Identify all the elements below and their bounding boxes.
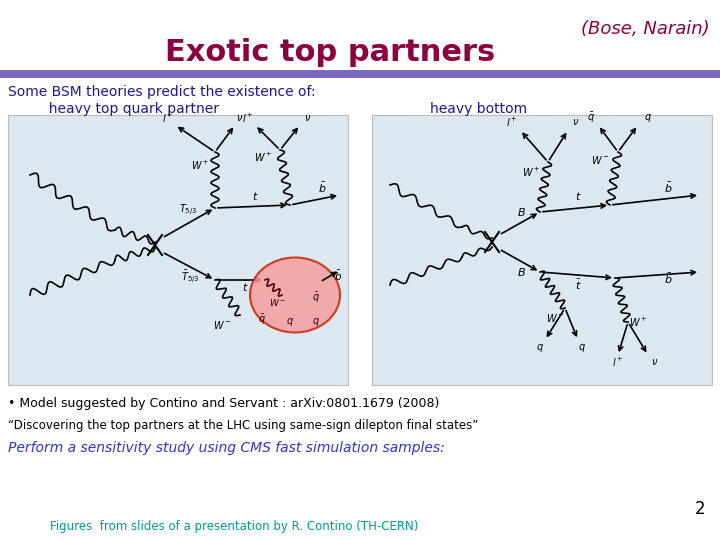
Text: $q$: $q$ [578, 342, 586, 354]
Text: $B$: $B$ [516, 206, 526, 218]
Text: Exotic top partners: Exotic top partners [165, 38, 495, 67]
Text: “Discovering the top partners at the LHC using same-sign dilepton final states”: “Discovering the top partners at the LHC… [8, 419, 478, 432]
Text: $\nu$: $\nu$ [572, 117, 580, 127]
Text: Perform a sensitivity study using CMS fast simulation samples:: Perform a sensitivity study using CMS fa… [8, 441, 445, 455]
Text: $\nu$: $\nu$ [305, 113, 312, 123]
Text: $T_{5/3}$: $T_{5/3}$ [179, 202, 197, 218]
Text: $\bar{t}$: $\bar{t}$ [575, 278, 581, 292]
Text: $t$: $t$ [252, 190, 258, 202]
Text: $W^-$: $W^-$ [590, 154, 609, 166]
Text: $\nu$: $\nu$ [236, 113, 243, 123]
Text: Some BSM theories predict the existence of:: Some BSM theories predict the existence … [8, 85, 315, 99]
Text: $q$: $q$ [644, 112, 652, 124]
Text: $\bar{q}$: $\bar{q}$ [587, 111, 595, 125]
Text: $l^+$: $l^+$ [612, 355, 624, 368]
Text: $\nu$: $\nu$ [652, 357, 659, 367]
Text: $W^-$: $W^-$ [269, 298, 287, 308]
Bar [0, 70, 720, 78]
Text: Figures  from slides of a presentation by R. Contino (TH-CERN): Figures from slides of a presentation by… [50, 520, 418, 533]
Text: $t$: $t$ [575, 190, 581, 202]
Text: $\bar{q}$: $\bar{q}$ [312, 291, 320, 305]
Ellipse shape [250, 258, 340, 333]
Text: $\bar{t}$: $\bar{t}$ [242, 280, 248, 294]
Text: (Bose, Narain): (Bose, Narain) [581, 20, 710, 38]
Text: $q$: $q$ [536, 342, 544, 354]
Text: $W^+$: $W^+$ [629, 315, 647, 328]
Text: $B$: $B$ [516, 266, 526, 278]
Text: • Model suggested by Contino and Servant : arXiv:0801.1679 (2008): • Model suggested by Contino and Servant… [8, 397, 439, 410]
Text: $W^-$: $W^-$ [546, 312, 564, 324]
Text: $l^+$: $l^+$ [242, 111, 254, 125]
Text: $W^-$: $W^-$ [212, 319, 231, 331]
Text: 2: 2 [694, 500, 705, 518]
Text: $q$: $q$ [312, 316, 320, 328]
Text: $\bar{b}$: $\bar{b}$ [318, 181, 326, 195]
Bar [372, 115, 712, 385]
Text: $l^+$: $l^+$ [162, 111, 174, 125]
Text: heavy bottom: heavy bottom [430, 102, 527, 116]
Text: $\bar{T}_{5/3}$: $\bar{T}_{5/3}$ [181, 268, 199, 286]
Text: $W^+$: $W^+$ [191, 158, 210, 172]
Text: $q$: $q$ [286, 316, 294, 328]
Text: $l^+$: $l^+$ [506, 116, 518, 129]
Bar [8, 115, 348, 385]
Text: $\bar{b}$: $\bar{b}$ [334, 269, 342, 283]
Text: $W^+$: $W^+$ [522, 165, 540, 179]
Text: $W^+$: $W^+$ [253, 151, 272, 164]
Text: heavy top quark partner: heavy top quark partner [40, 102, 219, 116]
Text: $\bar{b}$: $\bar{b}$ [664, 181, 672, 195]
Text: $\bar{b}$: $\bar{b}$ [664, 272, 672, 286]
Text: $\bar{q}$: $\bar{q}$ [258, 313, 266, 327]
